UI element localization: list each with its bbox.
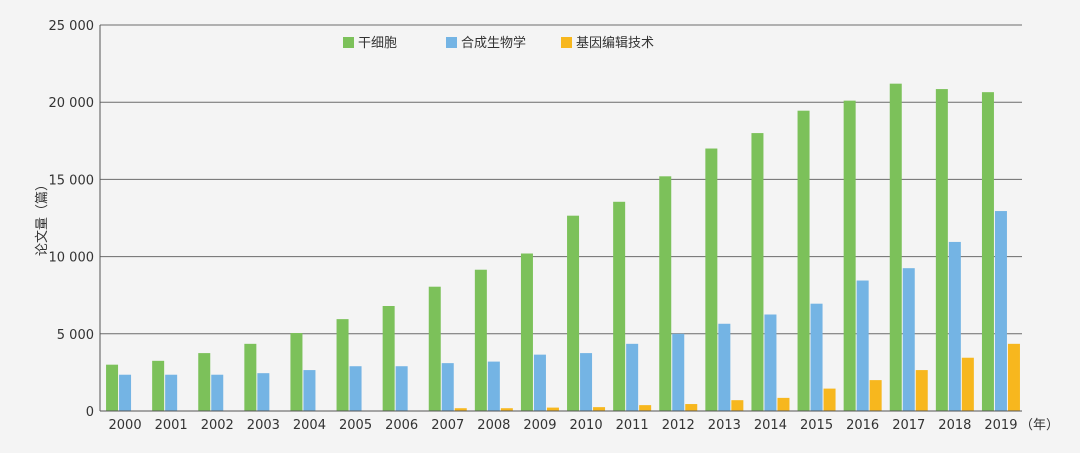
bar: [751, 133, 764, 411]
bar: [613, 201, 626, 411]
bar: [639, 405, 652, 411]
legend-label: 干细胞: [358, 36, 397, 51]
bar: [474, 269, 487, 411]
bar: [244, 343, 257, 411]
bar: [395, 366, 408, 411]
x-tick-label: 2006: [385, 418, 418, 433]
bar: [198, 353, 211, 411]
y-tick-label: 0: [86, 405, 94, 420]
x-tick-label: 2016: [846, 418, 879, 433]
bar: [165, 374, 178, 411]
bar: [672, 333, 685, 411]
bar: [567, 215, 580, 411]
bar: [533, 354, 546, 411]
bar: [336, 319, 349, 411]
bar: [685, 404, 698, 411]
bar: [119, 374, 132, 411]
bar: [843, 100, 856, 411]
x-tick-label: 2019: [984, 418, 1017, 433]
x-tick-label: 2000: [109, 418, 142, 433]
bar: [705, 148, 718, 411]
y-tick-label: 15 000: [49, 173, 95, 188]
bar: [889, 83, 902, 411]
x-tick-label: 2005: [339, 418, 372, 433]
x-tick-label: 2003: [247, 418, 280, 433]
bar: [961, 357, 974, 411]
bar: [902, 268, 915, 411]
bar: [546, 407, 559, 411]
bar: [810, 303, 823, 411]
bar: [1007, 343, 1020, 411]
bar: [349, 366, 362, 411]
x-tick-label: 2001: [155, 418, 188, 433]
axes: 0 5 000 10 000 15 000 20 000 25 000 2000 2001 20…: [49, 19, 1022, 433]
legend-swatch: [561, 37, 572, 48]
y-tick-label: 10 000: [49, 251, 95, 266]
bar: [935, 89, 948, 412]
bar: [441, 363, 454, 411]
bar: [764, 314, 777, 411]
bar: [487, 361, 500, 411]
bar: [382, 306, 395, 411]
bar: [626, 343, 639, 411]
bar: [797, 110, 810, 411]
bar: [994, 211, 1007, 411]
legend-label: 基因编辑技术: [576, 36, 654, 51]
bar: [303, 370, 316, 411]
x-tick-label: 2015: [800, 418, 833, 433]
bar: [211, 374, 224, 411]
bar: [823, 388, 836, 411]
bar: [731, 400, 744, 411]
bar: [593, 407, 606, 411]
bar: [428, 286, 441, 411]
bar: [659, 176, 672, 411]
bar: [777, 397, 790, 411]
y-tick-label: 5 000: [57, 328, 94, 343]
grid: [100, 24, 1022, 335]
bar: [500, 408, 513, 411]
x-tick-label: 2010: [570, 418, 603, 433]
bar: [454, 408, 467, 411]
x-tick-label: 2018: [938, 418, 971, 433]
legend: 干细胞 合成生物学 基因编辑技术: [343, 35, 654, 51]
x-tick-label: 2012: [662, 418, 695, 433]
bar: [520, 253, 533, 411]
x-tick-label: 2009: [523, 418, 556, 433]
x-tick-label: 2011: [616, 418, 649, 433]
bar: [290, 333, 303, 411]
x-tick-label: 2002: [201, 418, 234, 433]
bar: [981, 92, 994, 411]
y-tick-label: 20 000: [49, 96, 95, 111]
legend-swatch: [343, 37, 354, 48]
bar: [106, 364, 119, 411]
legend-label: 合成生物学: [461, 35, 526, 51]
bar: [856, 280, 869, 411]
x-tick-label: 2004: [293, 418, 326, 433]
bars: [106, 83, 1020, 412]
y-tick-label: 25 000: [49, 19, 95, 34]
y-axis-title: 论文量（篇）: [35, 178, 50, 256]
bar: [718, 323, 731, 411]
x-tick-label: 2013: [708, 418, 741, 433]
bar: [948, 241, 961, 411]
bar: [869, 380, 882, 411]
bar: [257, 373, 270, 411]
x-tick-label: 2017: [892, 418, 925, 433]
bar: [580, 353, 593, 411]
x-tick-label: 2008: [477, 418, 510, 433]
bar: [915, 370, 928, 411]
bar: [152, 360, 165, 411]
x-axis-unit-label: （年）: [1020, 418, 1059, 433]
legend-swatch: [446, 37, 457, 48]
x-tick-label: 2007: [431, 418, 464, 433]
x-tick-label: 2014: [754, 418, 787, 433]
